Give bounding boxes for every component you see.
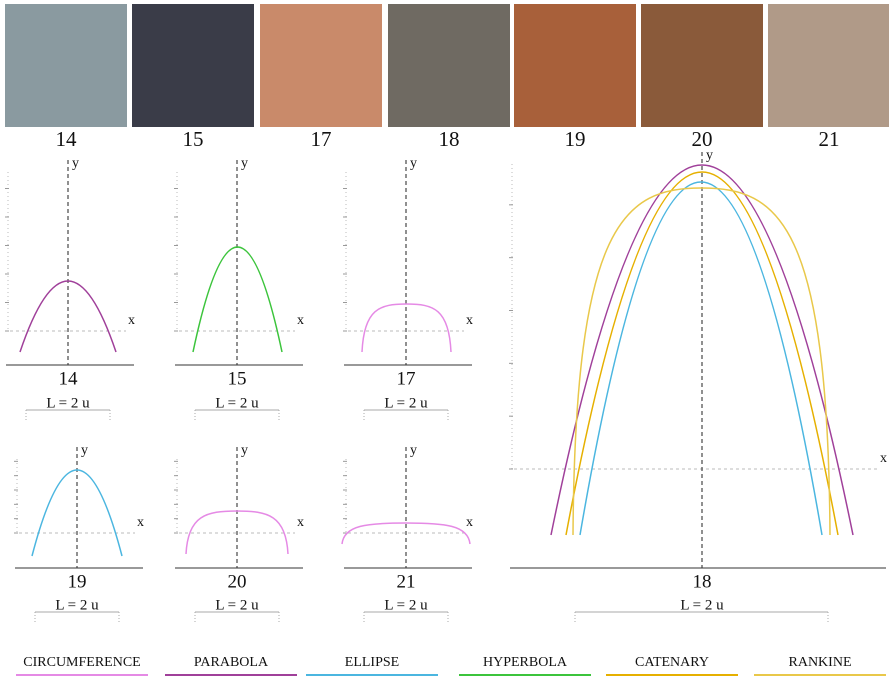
- legend-label: PARABOLA: [194, 655, 269, 670]
- axis-label-x: x: [297, 515, 304, 530]
- span-label: L = 2 u: [384, 597, 428, 613]
- legend-label: ELLIPSE: [345, 655, 399, 670]
- axis-label-y: y: [241, 443, 248, 458]
- span-label: L = 2 u: [55, 597, 99, 613]
- legend-label: RANKINE: [789, 655, 852, 670]
- axis-label-x: x: [297, 313, 304, 328]
- axis-label-x: x: [128, 313, 135, 328]
- span-label: L = 2 u: [215, 597, 259, 613]
- photo-label: 14: [56, 127, 78, 151]
- photo-label: 18: [439, 127, 460, 151]
- span-label: L = 2 u: [680, 597, 724, 613]
- axis-label-y: y: [72, 156, 79, 171]
- span-label: L = 2 u: [384, 395, 428, 411]
- photo: [768, 4, 889, 127]
- photo-label: 21: [819, 127, 840, 151]
- photo: [388, 4, 510, 127]
- photo-label: 20: [692, 127, 713, 151]
- panel-label: 21: [397, 571, 416, 592]
- photo: [132, 4, 254, 127]
- panel-label: 20: [228, 571, 247, 592]
- legend-label: CATENARY: [635, 655, 709, 670]
- axis-label-x: x: [466, 515, 473, 530]
- axis-label-y: y: [410, 443, 417, 458]
- legend-label: CIRCUMFERENCE: [23, 655, 140, 670]
- axis-label-y: y: [706, 148, 713, 163]
- photo: [5, 4, 127, 127]
- photo-label: 15: [183, 127, 204, 151]
- axis-label-y: y: [81, 443, 88, 458]
- axis-label-x: x: [137, 515, 144, 530]
- axis-label-y: y: [241, 156, 248, 171]
- panel-label: 18: [693, 571, 712, 592]
- axis-label-y: y: [410, 156, 417, 171]
- span-label: L = 2 u: [215, 395, 259, 411]
- panel-label: 15: [228, 368, 247, 389]
- photo-label: 17: [311, 127, 332, 151]
- photo: [641, 4, 763, 127]
- photo-label: 19: [565, 127, 586, 151]
- figure: 14 15 17 18 19 20 21 y x 14 L = 2 u y x 15 L = 2 u y x 17…: [0, 0, 889, 677]
- panel-label: 19: [68, 571, 87, 592]
- arch-curve: [580, 182, 822, 535]
- legend-label: HYPERBOLA: [483, 655, 568, 670]
- arch-curve: [566, 172, 838, 535]
- panel-label: 14: [59, 368, 79, 389]
- span-label: L = 2 u: [46, 395, 90, 411]
- axis-label-x: x: [466, 313, 473, 328]
- photo: [260, 4, 382, 127]
- panel-label: 17: [397, 368, 416, 389]
- axis-label-x: x: [880, 451, 887, 466]
- photo: [514, 4, 636, 127]
